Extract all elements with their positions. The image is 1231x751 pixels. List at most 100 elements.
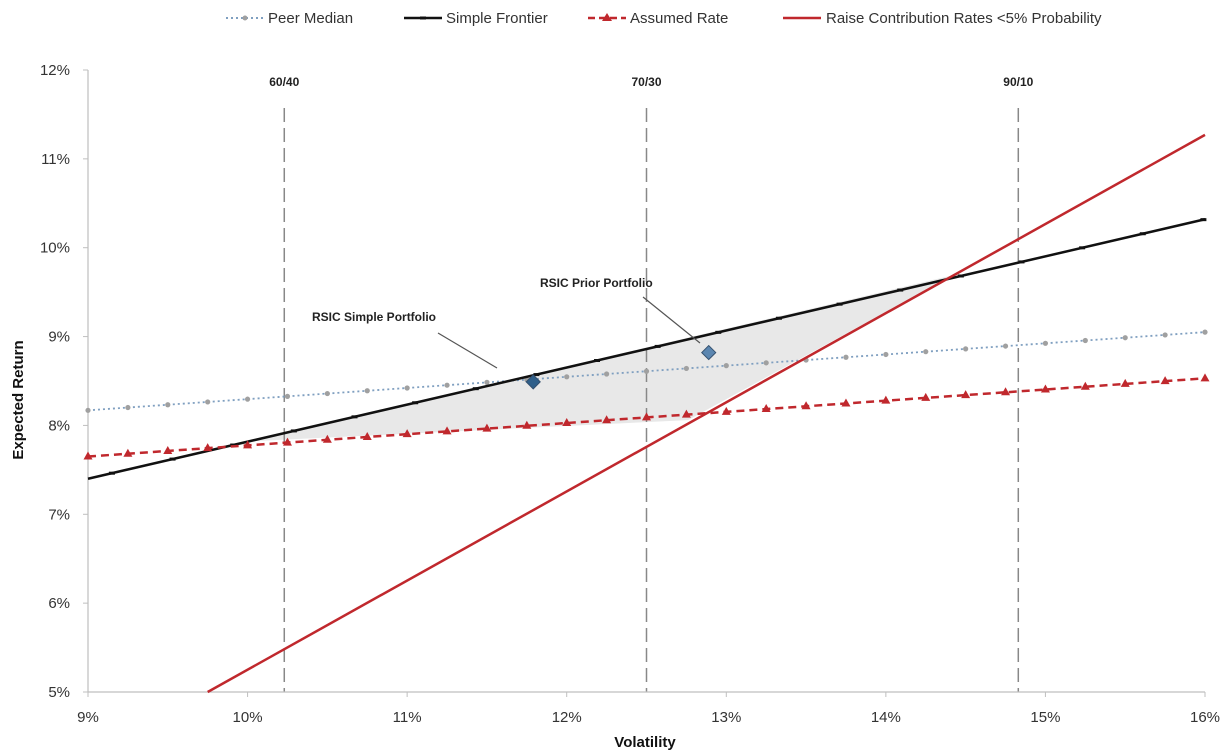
plot-area: 60/40 70/30 90/10 9% 10% 11% 12% 13% 14% 15% 16% 5… (40, 62, 1220, 726)
series-marker (83, 451, 93, 460)
series-marker (1160, 376, 1170, 385)
series-marker (442, 426, 452, 435)
series-marker (351, 415, 358, 419)
series-marker (1082, 337, 1088, 344)
series-marker (1040, 384, 1050, 393)
series-marker (1080, 381, 1090, 390)
series-marker (654, 344, 661, 348)
legend-item-raise-contribution: Raise Contribution Rates <5% Probability (783, 10, 1102, 27)
series-marker (683, 365, 689, 372)
series-marker (230, 443, 237, 447)
series-marker (961, 390, 971, 399)
series-marker (1001, 387, 1011, 396)
series-marker (412, 401, 419, 405)
series-marker (883, 351, 889, 358)
series-marker (721, 406, 731, 415)
x-tick-label: 13% (711, 709, 741, 726)
series-marker (472, 387, 479, 391)
y-tick-label: 8% (48, 417, 70, 434)
series-marker (163, 445, 173, 454)
legend-item-assumed-rate: Assumed Rate (588, 10, 728, 27)
legend-label-assumed-rate: Assumed Rate (630, 10, 728, 27)
series-marker (602, 415, 612, 424)
series-marker (1018, 260, 1025, 264)
series-marker (715, 330, 722, 334)
series-marker (522, 420, 532, 429)
annotation-leader (437, 332, 498, 369)
y-tick-label: 11% (41, 151, 70, 168)
y-axis-title: Expected Return (10, 340, 27, 459)
series-marker (841, 398, 851, 407)
series-marker (402, 429, 412, 438)
axes-layer: 9% 10% 11% 12% 13% 14% 15% 16% 5% 6% 7% 8% 9% 10% 11% 1… (40, 62, 1220, 726)
series-marker (843, 354, 849, 360)
series-marker (562, 418, 572, 427)
series-marker (594, 359, 601, 363)
series-line (207, 133, 1206, 694)
series-marker (643, 368, 650, 374)
series-marker (897, 288, 904, 292)
series-marker (1200, 218, 1207, 222)
series-marker (125, 404, 131, 411)
series-marker (284, 393, 291, 399)
series-marker (108, 471, 115, 475)
series-marker (1042, 340, 1049, 346)
y-tick-label: 5% (48, 684, 70, 701)
legend-item-simple-frontier: Simple Frontier (404, 10, 548, 27)
y-tick-label: 10% (40, 240, 70, 257)
y-tick-label: 7% (48, 506, 70, 523)
series-marker (484, 379, 490, 385)
series-marker (1139, 232, 1146, 236)
series-marker (1002, 343, 1009, 349)
series-marker (921, 392, 931, 401)
series-marker (362, 431, 372, 440)
series-marker (801, 401, 811, 410)
series-marker (324, 390, 330, 397)
x-tick-label: 16% (1190, 709, 1220, 726)
reference-line-label: 70/30 (631, 75, 661, 89)
series-marker (1122, 335, 1128, 341)
series-marker (243, 440, 253, 449)
series-marker (404, 385, 410, 391)
series-marker (123, 448, 133, 457)
x-tick-label: 9% (77, 709, 99, 726)
series-marker (205, 399, 211, 405)
series-marker (957, 274, 964, 278)
series-marker (444, 382, 450, 388)
y-tick-label: 6% (48, 595, 70, 612)
x-tick-label: 11% (393, 709, 422, 726)
series-marker (923, 349, 929, 355)
portfolio-label: RSIC Prior Portfolio (540, 276, 653, 290)
legend-label-raise-contribution: Raise Contribution Rates <5% Probability (826, 10, 1102, 27)
portfolio-marker (525, 374, 541, 390)
series-marker (364, 388, 370, 394)
series-layer (83, 133, 1210, 694)
series-marker (282, 437, 292, 446)
series-marker (763, 360, 769, 366)
legend-label-simple-frontier: Simple Frontier (446, 10, 548, 27)
series-marker (203, 443, 213, 452)
series-marker (322, 434, 332, 443)
series-marker (604, 371, 610, 377)
reference-line-label: 60/40 (269, 75, 299, 89)
x-tick-label: 10% (233, 709, 263, 726)
series-line (87, 331, 1206, 412)
series-marker (1162, 332, 1168, 338)
portfolio-marker (701, 344, 717, 361)
series-marker (533, 373, 540, 377)
series-marker (1079, 246, 1086, 250)
annotation-leader (642, 296, 701, 344)
series-marker (761, 404, 771, 413)
series-marker (1200, 373, 1210, 382)
series-marker (642, 412, 651, 421)
legend: Peer Median Simple Frontier Assumed Rate… (226, 10, 1102, 27)
series-marker (564, 374, 570, 380)
series-marker (963, 346, 969, 352)
series-marker (165, 402, 171, 408)
legend-label-peer-median: Peer Median (268, 10, 353, 27)
reference-lines-layer: 60/40 70/30 90/10 (269, 75, 1034, 692)
x-tick-label: 12% (552, 709, 582, 726)
series-marker (169, 457, 176, 461)
series-marker (775, 316, 782, 320)
x-tick-label: 15% (1030, 709, 1060, 726)
